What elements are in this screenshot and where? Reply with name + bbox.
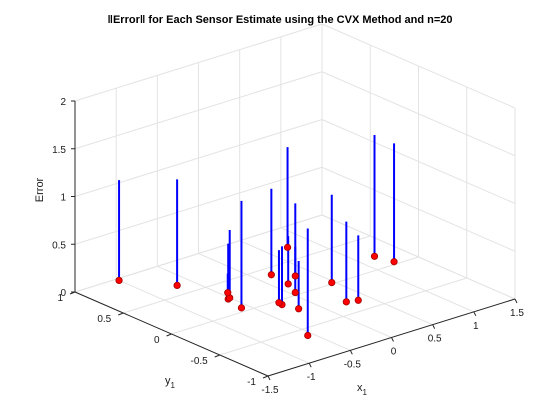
- y-tick-mark: [118, 312, 124, 316]
- stem-marker: [284, 280, 292, 288]
- floor-gridline-y: [219, 277, 467, 356]
- stems: [118, 135, 396, 336]
- x-tick-mark: [391, 337, 394, 342]
- right-wall-gridline-z: [321, 214, 516, 300]
- chart-title: ‖Error‖ for Each Sensor Estimate using t…: [108, 14, 453, 26]
- stem-marker: [237, 304, 246, 312]
- y-tick-label: 1: [57, 293, 63, 304]
- z-tick-label: 2: [60, 97, 66, 108]
- x-tick-mark: [473, 311, 477, 317]
- x-tick-label: 0: [391, 347, 397, 358]
- z-tick-label: 1.5: [52, 145, 66, 156]
- stem-marker: [328, 278, 336, 287]
- y-axis-label: y1: [165, 375, 176, 390]
- z-tick-label: 0.5: [52, 240, 66, 251]
- back-wall-gridline-z: [74, 23, 323, 102]
- right-wall-gridline-z: [321, 23, 516, 109]
- stem-marker: [370, 252, 379, 260]
- x-tick-mark: [514, 298, 518, 304]
- stem-marker: [267, 271, 275, 279]
- stem-marker: [275, 299, 283, 307]
- stem-marker: [354, 296, 362, 304]
- floor-gridline-y: [123, 235, 371, 314]
- x-axis-label: x1: [357, 382, 368, 397]
- stem-marker: [295, 305, 303, 313]
- y-tick-label: 0: [154, 335, 160, 346]
- stem-marker: [390, 258, 398, 266]
- axis-lines: [69, 100, 518, 381]
- z-tick-label: 0: [60, 288, 66, 299]
- markers: [115, 243, 398, 340]
- x-tick-label: 1.5: [510, 308, 524, 319]
- back-wall-gridline-z: [74, 119, 323, 197]
- stem-marker: [291, 288, 299, 297]
- right-wall-gridline-z: [321, 166, 516, 252]
- y-tick-label: -1: [247, 377, 256, 388]
- x-tick-mark: [349, 350, 353, 355]
- stem-marker: [342, 298, 350, 306]
- x-tick-label: -0.5: [344, 359, 362, 370]
- x-tick-mark: [267, 375, 271, 381]
- stem-marker: [283, 243, 292, 251]
- x-tick-label: 0.5: [428, 334, 442, 345]
- stem-marker: [291, 272, 299, 280]
- right-wall-gridline-z: [321, 71, 516, 157]
- z-tick-label: 1: [60, 193, 66, 204]
- y-axis-label-base: y: [165, 375, 171, 387]
- y-tick-mark: [262, 375, 269, 379]
- y-tick-mark: [214, 354, 220, 358]
- y-tick-label: 0.5: [97, 314, 111, 325]
- y-tick-label: -0.5: [191, 356, 209, 367]
- grid-lines: [74, 23, 516, 377]
- x-axis-label-subscript: 1: [363, 388, 368, 397]
- right-wall-gridline-z: [321, 119, 516, 204]
- back-wall-gridline-z: [74, 166, 323, 245]
- x-tick-label: -1: [307, 372, 316, 383]
- x-tick-label: -1.5: [261, 385, 279, 396]
- y-tick-mark: [166, 333, 172, 337]
- stem-marker: [224, 289, 232, 297]
- stem-marker: [304, 331, 312, 340]
- back-wall-gridline-z: [74, 71, 323, 150]
- x-tick-label: 1: [473, 321, 479, 332]
- stem-marker: [115, 276, 123, 285]
- x-axis-label-base: x: [357, 382, 363, 394]
- x-tick-mark: [432, 324, 436, 329]
- y-axis-label-subscript: 1: [171, 381, 176, 390]
- x-tick-mark: [308, 362, 312, 368]
- stem-marker: [173, 281, 181, 289]
- z-axis-label: Error: [34, 177, 46, 202]
